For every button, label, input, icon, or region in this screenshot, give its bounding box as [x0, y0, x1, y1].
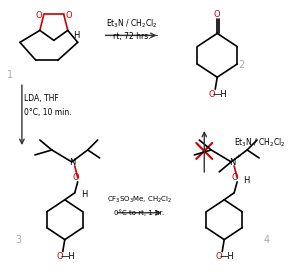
- Text: +: +: [236, 155, 241, 160]
- Text: Et$_3$N / CH$_2$Cl$_2$: Et$_3$N / CH$_2$Cl$_2$: [234, 137, 286, 149]
- Text: 0°C, 10 min.: 0°C, 10 min.: [24, 108, 71, 116]
- Text: O: O: [56, 252, 63, 261]
- Text: —H: —H: [213, 90, 228, 99]
- Text: 3: 3: [15, 235, 21, 245]
- Text: O: O: [72, 173, 79, 182]
- Text: O: O: [216, 252, 223, 261]
- Text: Et$_3$N / CH$_2$Cl$_2$: Et$_3$N / CH$_2$Cl$_2$: [106, 17, 158, 30]
- Text: 2: 2: [238, 60, 244, 70]
- Text: —H: —H: [220, 252, 235, 261]
- Text: CF$_3$SO$_3$Me, CH$_2$Cl$_2$: CF$_3$SO$_3$Me, CH$_2$Cl$_2$: [107, 195, 172, 205]
- Text: 0°C to rt, 1 hr.: 0°C to rt, 1 hr.: [114, 209, 165, 216]
- Text: N: N: [229, 158, 236, 168]
- Text: O: O: [65, 11, 72, 20]
- Text: LDA, THF: LDA, THF: [24, 94, 59, 103]
- Text: 1: 1: [7, 70, 13, 80]
- Text: rt, 72 hrs.: rt, 72 hrs.: [113, 32, 150, 41]
- Text: N: N: [70, 158, 76, 168]
- Text: H: H: [74, 31, 80, 40]
- Text: O: O: [209, 90, 216, 99]
- Text: —H: —H: [60, 252, 75, 261]
- Text: O: O: [232, 173, 238, 182]
- Text: O: O: [214, 10, 220, 19]
- Text: H: H: [243, 176, 249, 185]
- Text: 4: 4: [264, 235, 270, 245]
- Text: H: H: [82, 190, 88, 199]
- Text: O: O: [35, 11, 42, 20]
